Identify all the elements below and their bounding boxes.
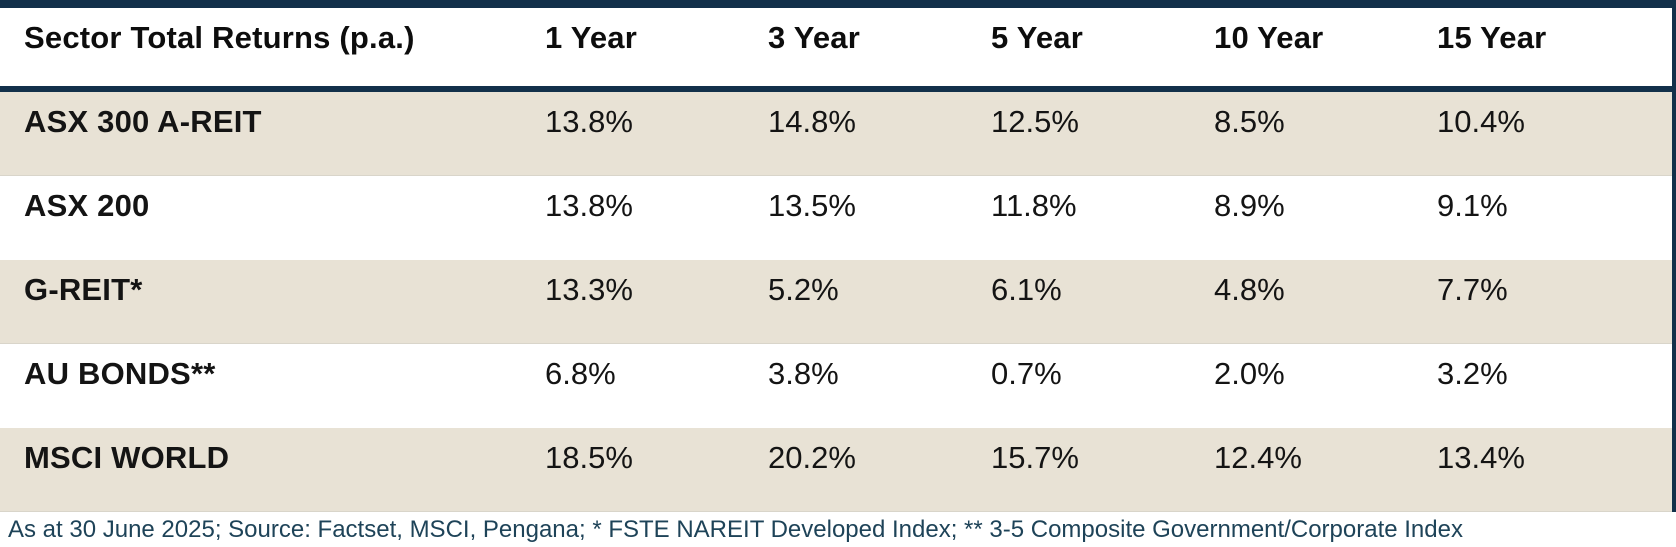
table-row-au-bonds: AU BONDS** 6.8% 3.8% 0.7% 2.0% 3.2% — [0, 344, 1672, 428]
table-row-msci-world: MSCI WORLD 18.5% 20.2% 15.7% 12.4% 13.4% — [0, 428, 1672, 512]
sector-returns-table: Sector Total Returns (p.a.) 1 Year 3 Yea… — [0, 0, 1676, 512]
cell-value: 6.1% — [991, 272, 1062, 307]
column-header-1-year: 1 Year — [545, 20, 638, 55]
cell-value: 9.1% — [1437, 188, 1508, 223]
row-label: AU BONDS** — [24, 356, 216, 391]
column-header-10-year: 10 Year — [1214, 20, 1324, 55]
cell-value: 13.5% — [768, 188, 856, 223]
table-footnote: As at 30 June 2025; Source: Factset, MSC… — [0, 512, 1676, 547]
row-label: ASX 300 A-REIT — [24, 104, 262, 139]
column-header-3-year: 3 Year — [768, 20, 861, 55]
cell-value: 6.8% — [545, 356, 616, 391]
cell-value: 14.8% — [768, 104, 856, 139]
table-top-border — [0, 0, 1672, 8]
cell-value: 12.5% — [991, 104, 1079, 139]
column-header-5-year: 5 Year — [991, 20, 1084, 55]
cell-value: 13.8% — [545, 188, 633, 223]
cell-value: 4.8% — [1214, 272, 1285, 307]
cell-value: 12.4% — [1214, 440, 1302, 475]
row-label: G-REIT* — [24, 272, 143, 307]
cell-value: 2.0% — [1214, 356, 1285, 391]
row-label: MSCI WORLD — [24, 440, 230, 475]
cell-value: 10.4% — [1437, 104, 1525, 139]
cell-value: 13.3% — [545, 272, 633, 307]
cell-value: 13.4% — [1437, 440, 1525, 475]
cell-value: 3.8% — [768, 356, 839, 391]
cell-value: 8.5% — [1214, 104, 1285, 139]
table-header-row: Sector Total Returns (p.a.) 1 Year 3 Yea… — [0, 8, 1672, 92]
cell-value: 20.2% — [768, 440, 856, 475]
column-header-15-year: 15 Year — [1437, 20, 1547, 55]
cell-value: 7.7% — [1437, 272, 1508, 307]
table-row-asx-300-a-reit: ASX 300 A-REIT 13.8% 14.8% 12.5% 8.5% 10… — [0, 92, 1672, 176]
table-row-g-reit: G-REIT* 13.3% 5.2% 6.1% 4.8% 7.7% — [0, 260, 1672, 344]
cell-value: 3.2% — [1437, 356, 1508, 391]
cell-value: 15.7% — [991, 440, 1079, 475]
cell-value: 13.8% — [545, 104, 633, 139]
cell-value: 18.5% — [545, 440, 633, 475]
row-label: ASX 200 — [24, 188, 150, 223]
cell-value: 11.8% — [991, 188, 1077, 223]
table-row-asx-200: ASX 200 13.8% 13.5% 11.8% 8.9% 9.1% — [0, 176, 1672, 260]
cell-value: 0.7% — [991, 356, 1062, 391]
cell-value: 5.2% — [768, 272, 839, 307]
table-title: Sector Total Returns (p.a.) — [24, 20, 415, 55]
cell-value: 8.9% — [1214, 188, 1285, 223]
